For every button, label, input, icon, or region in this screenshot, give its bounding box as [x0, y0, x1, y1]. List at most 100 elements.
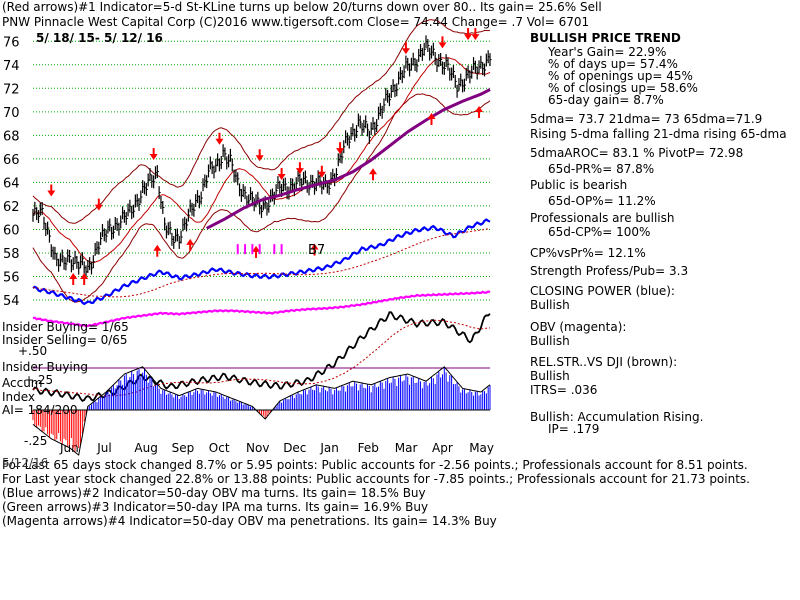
month-label: Oct [209, 441, 230, 455]
ma65-line [206, 88, 491, 230]
y-tick-label: 74 [3, 59, 20, 74]
closing-power-line [32, 218, 491, 306]
right-panel-line: Rising 5-dma falling 21-dma rising 65-dm… [530, 127, 787, 141]
stats-65-days: For Last 65 days stock changed 8.7% or 5… [2, 458, 748, 472]
accum-label: Accum [2, 376, 43, 390]
y-tick-label: 64 [3, 176, 20, 191]
right-panel-line: Year's Gain= 22.9% [548, 45, 667, 59]
month-label: Mar [395, 441, 418, 455]
right-panel-line: 65d-CP%= 100% [548, 225, 651, 239]
sell-arrow-down-icon [317, 171, 326, 178]
right-panel-line: 5dmaAROC= 83.1 % PivotP= 72.98 [530, 146, 744, 160]
right-panel-line: Professionals are bullish [530, 211, 675, 225]
month-label: Apr [432, 441, 453, 455]
buy-arrow-up-icon [69, 272, 78, 279]
buy-arrow-up-icon [252, 245, 261, 252]
right-panel-line: Bullish [530, 369, 570, 383]
sell-arrow-down-icon [215, 138, 224, 145]
month-label: Aug [134, 441, 157, 455]
sell-arrow-down-icon [149, 154, 158, 161]
buy-arrow-up-icon [186, 238, 195, 245]
accum-line [32, 366, 491, 456]
month-label: May [469, 441, 494, 455]
rel-strength-line [32, 311, 491, 403]
obv-line [32, 290, 491, 328]
ai-label: AI= 184/200 [2, 403, 78, 417]
right-panel-line: ITRS= .036 [530, 383, 598, 397]
closing-power-ma [32, 228, 491, 298]
right-panel-line: % of days up= 57.4% [548, 57, 678, 71]
right-panel-line: IP= .179 [548, 422, 600, 436]
b7-label: B7 [308, 243, 326, 258]
right-panel-line: Bullish [530, 298, 570, 312]
right-panel-line: CP%vsPr%= 12.1% [530, 246, 646, 260]
right-panel-line: % of openings up= 45% [548, 69, 693, 83]
month-label: Jan [319, 441, 339, 455]
insider-buying-label: Insider Buying= 1/65 [2, 320, 129, 334]
green-arrows-indicator: (Green arrows)#3 Indicator=50-day IPA ma… [2, 500, 429, 514]
lower-band [32, 93, 491, 303]
right-panel-line: Bullish: Accumulation Rising. [530, 410, 704, 424]
buy-arrow-up-icon [153, 244, 162, 251]
month-label: Nov [246, 441, 269, 455]
y-tick-label: 68 [3, 129, 20, 144]
right-panel-line: % of closings up= 58.6% [548, 81, 698, 95]
header-indicator-line: (Red arrows)#1 Indicator=5-d St-KLine tu… [2, 0, 602, 14]
rel-strength-ma [32, 319, 491, 397]
blue-arrows-indicator: (Blue arrows)#2 Indicator=50-day OBV ma … [2, 486, 426, 500]
sell-arrow-down-icon [401, 48, 410, 55]
buy-arrow-up-icon [310, 243, 319, 250]
right-panel-line: Public is bearish [530, 178, 628, 192]
buy-arrow-up-icon [369, 168, 378, 175]
month-label: Jul [96, 441, 111, 455]
y-tick-label: 72 [3, 82, 20, 97]
y-tick-label: 76 [3, 35, 20, 50]
right-panel-line: 5dma= 73.7 21dma= 73 65dma=71.9 [530, 112, 763, 126]
sell-arrow-down-icon [94, 204, 103, 211]
plus-25-label: +.25 [24, 373, 54, 387]
right-panel-line: OBV (magenta): [530, 320, 627, 334]
right-panel-line: 65d-PR%= 87.8% [548, 162, 655, 176]
stats-date-overlay: 5/12/16 [2, 456, 49, 470]
y-tick-label: 62 [3, 200, 20, 215]
right-panel-line: 65-day gain= 8.7% [548, 93, 664, 107]
minus-25-label: -.25 [24, 434, 48, 448]
sell-arrow-down-icon [277, 174, 286, 181]
date-range: 5/ 18/ 15- 5/ 12/ 16 [36, 31, 163, 45]
y-tick-label: 58 [3, 247, 20, 262]
month-label: Sep [172, 441, 195, 455]
upper-band [32, 19, 491, 224]
y-tick-label: 56 [3, 270, 20, 285]
sell-arrow-down-icon [47, 190, 56, 197]
insider-selling-label: Insider Selling= 0/65 [2, 333, 128, 347]
right-panel-line: CLOSING POWER (blue): [530, 284, 675, 298]
insider-buying-label-2: Insider Buying [2, 360, 88, 374]
y-tick-label: 54 [3, 294, 20, 309]
y-tick-label: 70 [3, 106, 20, 121]
magenta-arrows-indicator: (Magenta arrows)#4 Indicator=50-day OBV … [2, 514, 497, 528]
sell-arrow-down-icon [464, 34, 473, 41]
plus-50-label: +.50 [18, 344, 48, 358]
right-panel-line: Strength Profess/Pub= 3.3 [530, 264, 689, 278]
sell-arrow-down-icon [438, 42, 447, 49]
sell-arrow-down-icon [471, 34, 480, 41]
buy-arrow-up-icon [80, 272, 89, 279]
buy-arrow-up-icon [475, 105, 484, 112]
sell-arrow-down-icon [336, 148, 345, 155]
month-label: Feb [358, 441, 379, 455]
right-panel-line: REL.STR..VS DJI (brown): [530, 355, 678, 369]
index-label: Index [2, 390, 36, 404]
header-stock-line: PNW Pinnacle West Capital Corp (C)2016 w… [2, 15, 590, 29]
stats-last-year: For Last year stock changed 22.8% or 13.… [2, 472, 750, 486]
month-label: Dec [283, 441, 306, 455]
sell-arrow-down-icon [295, 168, 304, 175]
ma21-line [32, 57, 491, 264]
y-tick-label: 60 [3, 223, 20, 238]
trend-title: BULLISH PRICE TREND [530, 31, 681, 45]
y-tick-label: 66 [3, 153, 20, 168]
right-panel-line: Bullish [530, 334, 570, 348]
right-panel-line: 65d-OP%= 11.2% [548, 194, 656, 208]
buy-arrow-up-icon [427, 113, 436, 120]
